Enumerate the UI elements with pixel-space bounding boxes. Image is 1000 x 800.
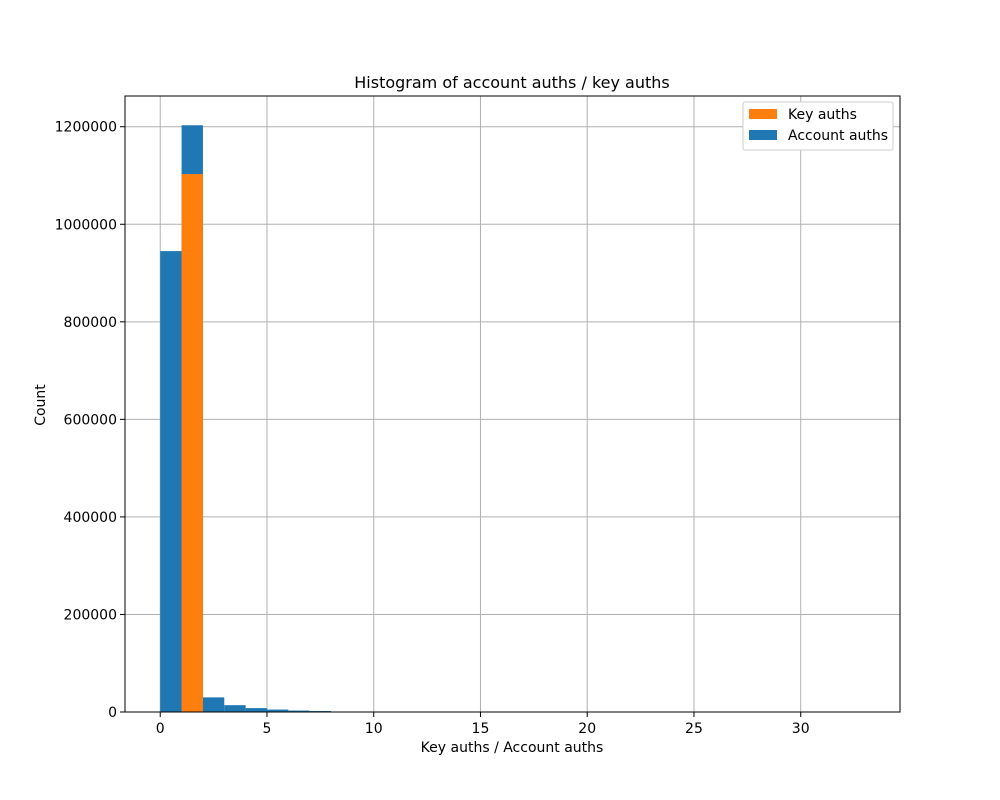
x-tick-label: 5 <box>263 721 272 737</box>
bar-account-auths <box>266 709 289 712</box>
axis-ticks: 0 5 10 15 20 25 30 0 200000 400000 600000 800000 100… <box>55 120 810 737</box>
y-tick-label: 1000000 <box>55 217 117 233</box>
y-axis-label: Count <box>33 384 49 426</box>
bar-key-auths <box>181 174 203 712</box>
bar-account-auths <box>224 705 246 712</box>
y-tick-label: 200000 <box>64 607 117 623</box>
legend-label-key-auths: Key auths <box>788 107 857 123</box>
y-tick-label: 400000 <box>64 510 117 526</box>
legend-swatch-account-auths <box>749 130 777 140</box>
plot-area <box>125 96 900 712</box>
x-tick-label: 0 <box>156 721 165 737</box>
x-tick-label: 10 <box>365 721 383 737</box>
legend-swatch-key-auths <box>749 109 777 119</box>
bars <box>160 125 396 712</box>
y-tick-label: 600000 <box>64 412 117 428</box>
legend-label-account-auths: Account auths <box>788 128 888 144</box>
plot-frame <box>124 95 901 713</box>
y-tick-label: 0 <box>108 705 117 721</box>
chart-title: Histogram of account auths / key auths <box>354 73 669 92</box>
y-tick-label: 1200000 <box>55 120 117 136</box>
y-tick-label: 800000 <box>64 315 117 331</box>
x-tick-label: 30 <box>792 721 810 737</box>
x-tick-label: 15 <box>472 721 490 737</box>
bar-account-auths <box>160 251 182 712</box>
bar-account-auths <box>288 710 310 712</box>
x-tick-label: 25 <box>685 721 703 737</box>
bar-account-auths <box>202 697 225 712</box>
x-tick-label: 20 <box>578 721 596 737</box>
legend-box <box>742 101 894 151</box>
x-axis-label: Key auths / Account auths <box>421 740 604 756</box>
legend: Key auths Account auths <box>742 101 894 151</box>
bar-account-auths <box>245 708 267 712</box>
